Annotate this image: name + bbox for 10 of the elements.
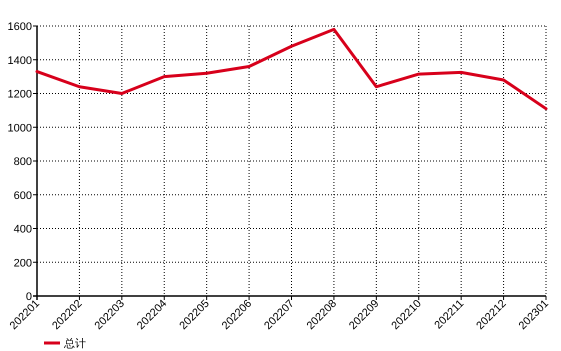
y-tick-label: 600	[14, 190, 32, 202]
y-tick-label: 400	[14, 224, 32, 236]
legend-label: 总计	[63, 337, 86, 350]
y-tick-label: 1000	[8, 122, 32, 134]
y-tick-label: 1200	[8, 88, 32, 100]
y-tick-label: 800	[14, 156, 32, 168]
y-tick-label: 1400	[8, 54, 32, 67]
y-tick-label: 200	[14, 257, 32, 270]
y-tick-label: 1600	[8, 21, 32, 33]
y-tick-label: 0	[26, 291, 32, 303]
